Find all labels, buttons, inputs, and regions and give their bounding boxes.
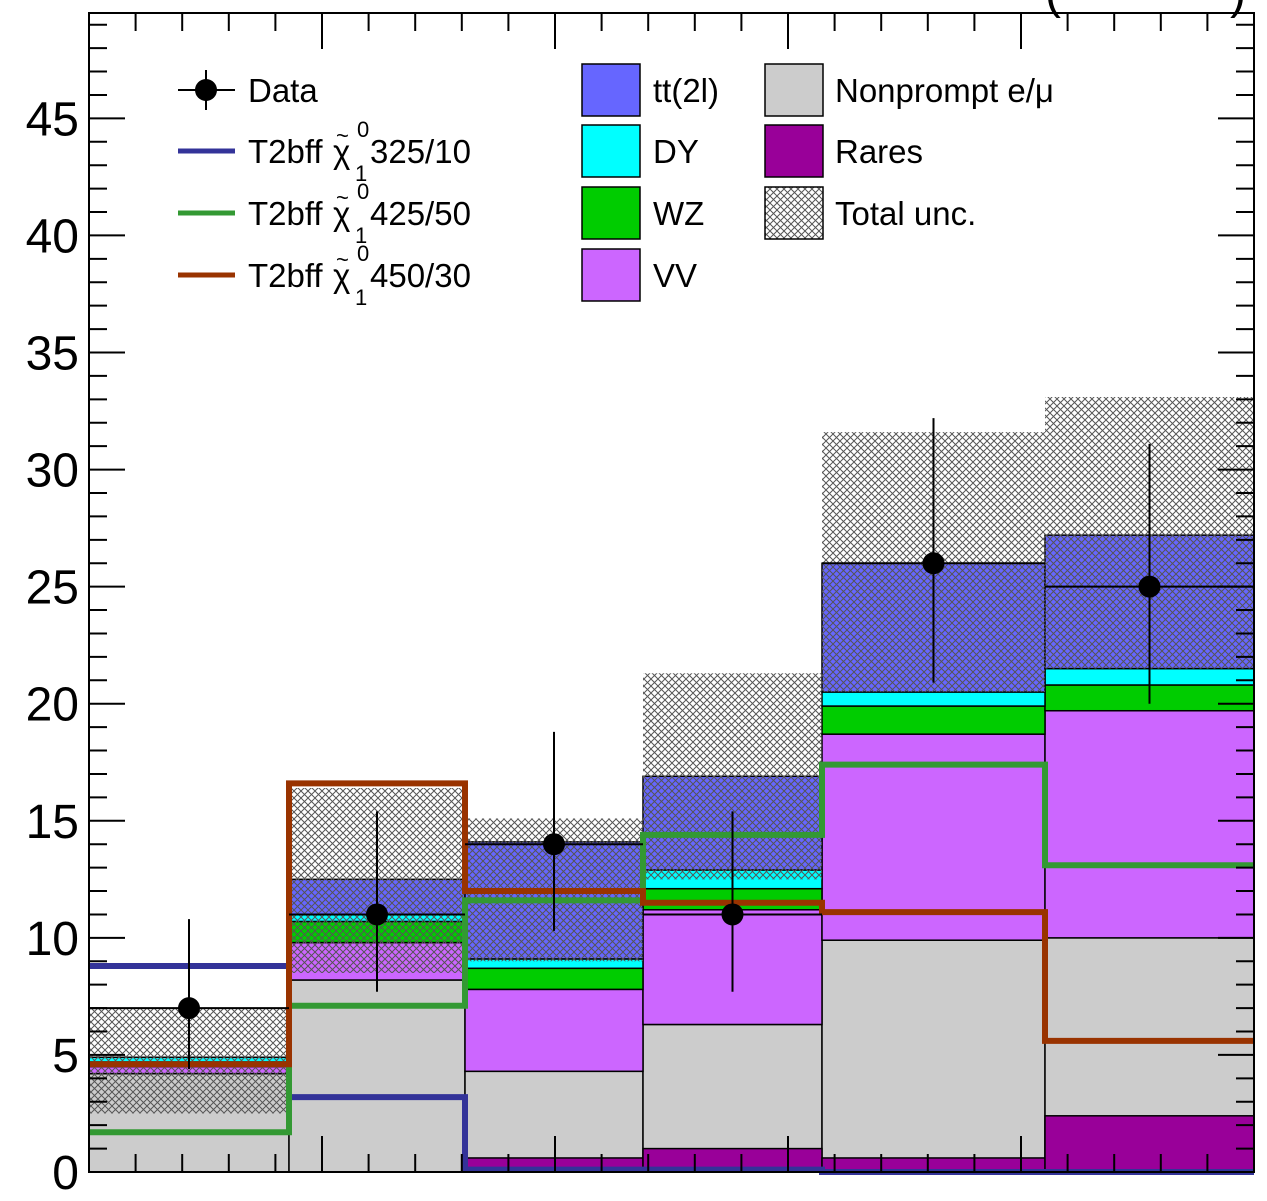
legend-bkg-label2-1: Rares — [835, 133, 923, 170]
legend-signal-tilde-1: ~ — [336, 185, 349, 210]
ytick-label-6: 30 — [26, 445, 79, 498]
legend-data-marker — [195, 79, 217, 101]
legend-bkg-label2-0: Nonprompt e/μ — [835, 72, 1054, 109]
legend-data-label: Data — [248, 72, 318, 109]
data-points — [89, 418, 1254, 1069]
legend-signal-chi-2: χ — [333, 257, 350, 294]
legend-bkg-label-0: tt(2l) — [653, 72, 719, 109]
data-point-3 — [721, 903, 744, 926]
chart-title-tail: ) — [1230, 0, 1246, 19]
bkg-bar-0-1 — [288, 979, 466, 1173]
bkg-bar-3-2 — [464, 967, 644, 991]
legend-signal-sup-1: 0 — [357, 179, 369, 204]
legend-signal-mass-0: 325/10 — [370, 133, 471, 170]
ytick-label-0: 0 — [52, 1147, 79, 1200]
data-point-2 — [543, 833, 565, 856]
ytick-label-2: 10 — [26, 913, 79, 966]
data-point-0 — [178, 997, 200, 1020]
legend-bkg-label-3: VV — [653, 257, 697, 294]
bkg-bar-2-5 — [1044, 709, 1255, 939]
legend-signal-tilde-2: ~ — [336, 247, 349, 272]
ytick-label-9: 45 — [26, 93, 79, 146]
legend-bkg-box-3 — [581, 248, 641, 302]
ytick-label-1: 5 — [52, 1030, 79, 1083]
legend-bkg-box2-0 — [764, 63, 824, 117]
ytick-label-4: 20 — [26, 679, 79, 732]
data-point-5 — [1138, 575, 1161, 598]
legend-signal-chi-1: χ — [333, 195, 350, 232]
legend-signal-sup-0: 0 — [357, 117, 369, 142]
bkg-bar-2-2 — [464, 988, 644, 1073]
legend-unc-label: Total unc. — [835, 195, 976, 232]
ytick-label-7: 35 — [26, 328, 79, 381]
legend-bkg-box-2 — [581, 186, 641, 240]
ytick-label-8: 40 — [26, 210, 79, 263]
ytick-label-5: 25 — [26, 562, 79, 615]
plot-frame — [88, 12, 1255, 1173]
legend-bkg-label-1: DY — [653, 133, 699, 170]
bkg-bar-0-3 — [642, 1023, 823, 1173]
legend-signal-tilde-0: ~ — [336, 123, 349, 148]
bkg-bar-4-4 — [821, 691, 1046, 707]
legend-signal-name-1: T2bff — [248, 195, 323, 232]
legend-signal-sub-0: 1 — [355, 161, 367, 186]
bkg-bar-3-4 — [821, 705, 1046, 735]
bkg-bar-0-4 — [821, 939, 1046, 1173]
legend-signal-sub-2: 1 — [355, 285, 367, 310]
legend-signal-name-0: T2bff — [248, 133, 323, 170]
legend-signal-mass-1: 425/50 — [370, 195, 471, 232]
legend-bkg-box2-1 — [764, 124, 824, 178]
legend-signal-chi-0: χ — [333, 133, 350, 170]
legend-signal-sub-1: 1 — [355, 223, 367, 248]
legend-signal-name-2: T2bff — [248, 257, 323, 294]
rares-bar-5 — [1044, 1115, 1255, 1173]
bkg-bar-2-4 — [821, 733, 1046, 941]
data-point-1 — [366, 903, 388, 926]
legend-bkg-label-2: WZ — [653, 195, 704, 232]
legend-signal-mass-2: 450/30 — [370, 257, 471, 294]
legend-bkg-box-0 — [581, 63, 641, 117]
data-point-4 — [922, 552, 945, 575]
legend-signal-sup-2: 0 — [357, 241, 369, 266]
chart-title: ( — [1045, 0, 1061, 19]
signal-line-2 — [89, 780, 1254, 1068]
legend-bkg-box-1 — [581, 124, 641, 178]
ytick-label-3: 15 — [26, 796, 79, 849]
legend-unc-box — [764, 186, 824, 240]
